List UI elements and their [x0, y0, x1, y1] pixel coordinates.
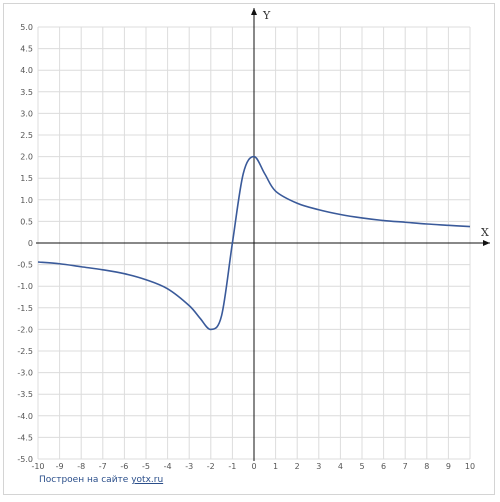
curves — [37, 155, 471, 331]
x-tick-label: -6 — [120, 462, 128, 471]
x-tick-label: 8 — [424, 462, 429, 471]
y-tick-label: -2.5 — [17, 347, 33, 356]
x-tick-label: -9 — [56, 462, 64, 471]
credit-line: Построен на сайте yotx.ru — [39, 475, 163, 485]
y-tick-label: -4.0 — [17, 412, 33, 421]
y-tick-label: -2.0 — [17, 325, 33, 334]
y-axis-arrow — [251, 8, 257, 15]
x-tick-label: 1 — [273, 462, 278, 471]
x-tick-label: -3 — [185, 462, 193, 471]
y-tick-label: 5.0 — [20, 23, 33, 32]
x-tick-label: 2 — [295, 462, 300, 471]
y-tick-label: 2.5 — [20, 131, 33, 140]
x-tick-label: -5 — [142, 462, 150, 471]
y-tick-label: 4.0 — [20, 66, 33, 75]
series-line — [37, 155, 471, 331]
y-tick-label: -0.5 — [17, 261, 33, 270]
y-tick-label: -5.0 — [17, 455, 33, 464]
axes — [36, 8, 490, 461]
y-axis-label: Y — [262, 9, 271, 22]
x-tick-label: 4 — [338, 462, 343, 471]
x-tick-label: -1 — [228, 462, 236, 471]
x-tick-label: -8 — [77, 462, 85, 471]
x-tick-label: -7 — [99, 462, 107, 471]
y-tick-label: 0.5 — [20, 217, 33, 226]
x-tick-label: -4 — [164, 462, 172, 471]
y-tick-label: -3.5 — [17, 390, 33, 399]
x-tick-label: 0 — [251, 462, 256, 471]
x-tick-label: 10 — [465, 462, 475, 471]
x-tick-label: -10 — [31, 462, 44, 471]
x-axis-arrow — [483, 240, 490, 246]
tick-labels: -10 -9 -8 -7 -6 -5 -4 -3 -2 -1 0 1 2 3 4 5 6 7 8 9 105.04.54… — [17, 23, 475, 471]
x-tick-label: 3 — [316, 462, 321, 471]
y-tick-label: 1.5 — [20, 174, 33, 183]
x-tick-label: 5 — [359, 462, 364, 471]
x-tick-label: 6 — [381, 462, 386, 471]
x-tick-label: -2 — [207, 462, 215, 471]
x-axis-label: X — [481, 226, 489, 239]
credit-text: Построен на сайте — [39, 475, 129, 485]
y-tick-label: 3.0 — [20, 109, 33, 118]
x-tick-label: 9 — [446, 462, 451, 471]
y-tick-label: -3.0 — [17, 369, 33, 378]
y-tick-label: 0 — [28, 239, 33, 248]
y-tick-label: -1.0 — [17, 282, 33, 291]
y-tick-label: 3.5 — [20, 88, 33, 97]
y-tick-label: 4.5 — [20, 45, 33, 54]
credit-link[interactable]: yotx.ru — [131, 475, 164, 485]
y-tick-label: -1.5 — [17, 304, 33, 313]
x-tick-label: 7 — [403, 462, 408, 471]
y-tick-label: 2.0 — [20, 153, 33, 162]
y-tick-label: 1.0 — [20, 196, 33, 205]
chart-frame — [3, 3, 495, 495]
y-tick-label: -4.5 — [17, 433, 33, 442]
